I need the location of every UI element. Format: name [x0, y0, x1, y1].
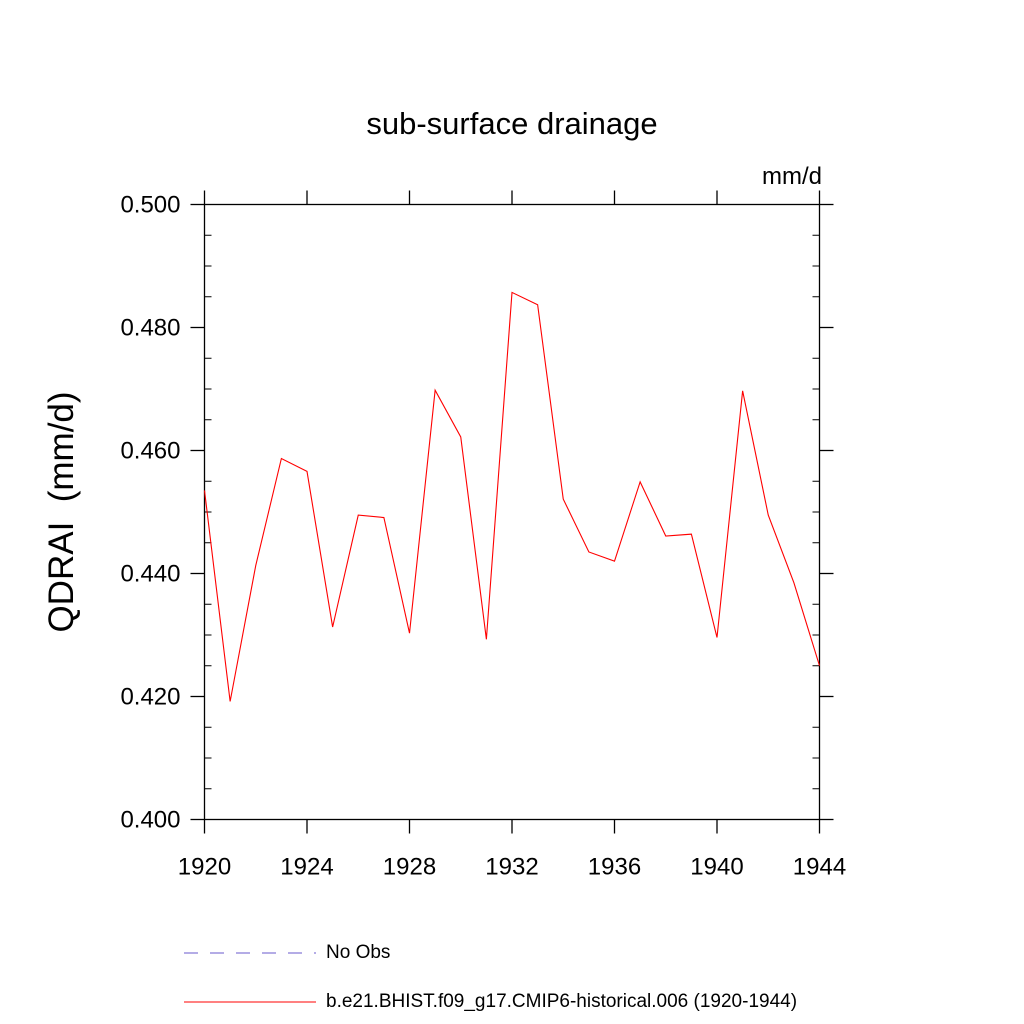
x-tick-label: 1944	[793, 854, 846, 881]
x-tick-label: 1932	[485, 854, 538, 881]
legend-label-no-obs: No Obs	[326, 942, 391, 963]
y-tick-labels: 0.400 0.420 0.440 0.460 0.480 0.500	[120, 192, 180, 834]
y-tick-label: 0.500	[120, 192, 180, 219]
y-tick-label: 0.400	[120, 807, 180, 834]
x-tick-label: 1940	[690, 854, 743, 881]
y-tick-label: 0.420	[120, 684, 180, 711]
x-tick-label: 1920	[178, 854, 231, 881]
units-label: mm/d	[762, 163, 822, 190]
series-group	[203, 291, 821, 702]
y-tick-label: 0.460	[120, 438, 180, 465]
legend-lines	[184, 952, 316, 1003]
legend-label-model: b.e21.BHIST.f09_g17.CMIP6-historical.006…	[326, 991, 798, 1012]
x-tick-label: 1924	[280, 854, 333, 881]
series-line-0	[203, 291, 821, 702]
y-axis-label: QDRAI (mm/d)	[42, 391, 81, 633]
y-tick-label: 0.480	[120, 315, 180, 342]
axis-ticks	[190, 190, 834, 834]
y-tick-label: 0.440	[120, 561, 180, 588]
x-tick-label: 1928	[383, 854, 436, 881]
x-tick-label: 1936	[588, 854, 641, 881]
chart-title: sub-surface drainage	[366, 106, 658, 141]
x-tick-labels: 1920 1924 1928 1932 1936 1940 1944	[178, 854, 846, 881]
